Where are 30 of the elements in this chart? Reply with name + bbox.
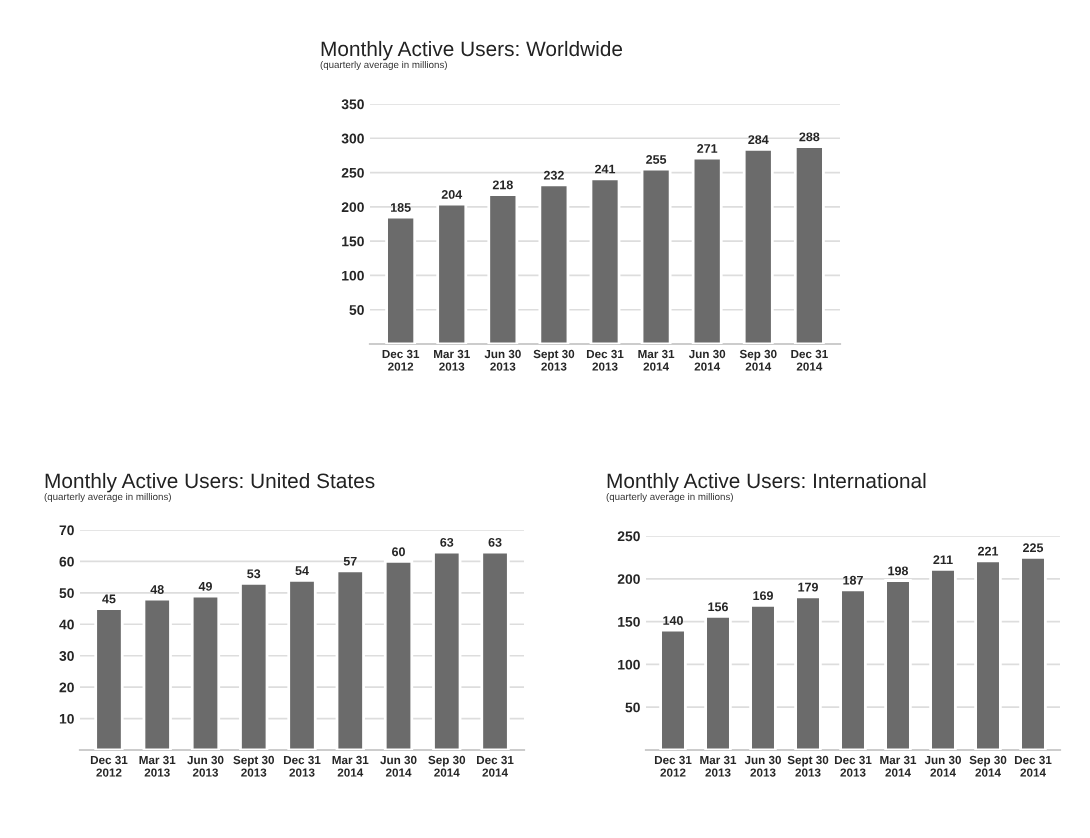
bar <box>94 607 124 750</box>
bar <box>929 567 957 750</box>
bar <box>383 560 414 750</box>
bar <box>974 559 1002 750</box>
bar <box>538 183 570 344</box>
bar <box>239 582 269 750</box>
bar <box>589 177 621 344</box>
bar <box>691 156 723 344</box>
bar <box>1019 556 1047 750</box>
bar <box>794 595 822 750</box>
bar <box>287 578 317 750</box>
chart-title: Monthly Active Users: International <box>607 472 926 493</box>
bar <box>742 147 774 344</box>
bar <box>385 215 417 344</box>
bar <box>487 193 519 344</box>
bar <box>190 594 221 750</box>
bar <box>432 550 462 750</box>
bar <box>480 550 510 750</box>
chart-title: Monthly Active Users: United States <box>45 472 375 493</box>
bar <box>704 615 732 750</box>
bar <box>793 145 825 344</box>
bar <box>884 579 912 750</box>
bar <box>335 569 365 750</box>
chart-title: Monthly Active Users: Worldwide <box>321 40 623 61</box>
bar <box>640 167 672 344</box>
bar <box>659 628 687 750</box>
bar <box>142 597 172 750</box>
bar <box>839 588 867 750</box>
bar <box>436 202 468 344</box>
bar <box>749 603 777 750</box>
